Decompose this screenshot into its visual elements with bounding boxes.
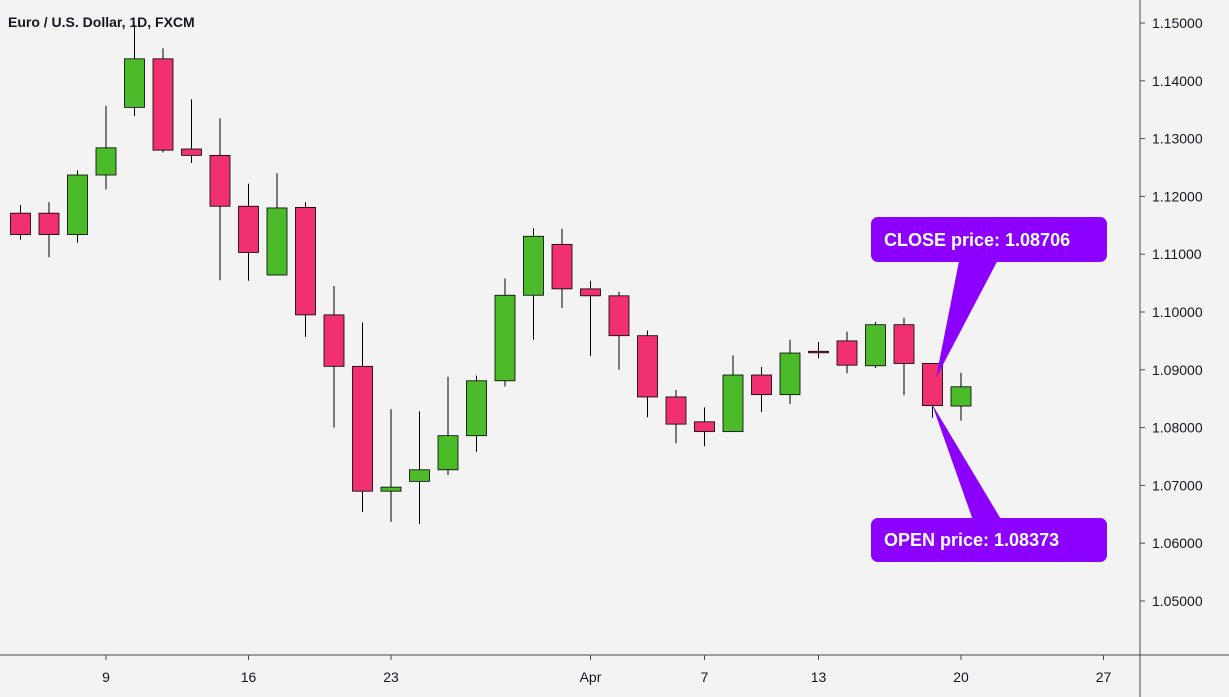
y-tick-label: 1.06000 [1152,535,1203,551]
candle [893,317,915,396]
candle [380,409,402,522]
x-tick-label: 13 [811,669,827,685]
candle-body [637,335,658,398]
candle [694,407,715,447]
open-callout-pointer [932,404,1005,526]
candle [466,375,487,452]
y-tick-label: 1.12000 [1152,188,1203,204]
candle [437,376,459,475]
candle-body [295,206,316,316]
candle-body [893,324,915,364]
candle-body [238,205,259,253]
candle-body [694,421,715,433]
candle [295,202,316,337]
candle [209,118,231,281]
x-tick-label: 20 [953,669,969,685]
candle-body [95,147,117,176]
candles-layer [10,24,972,525]
x-tick-label: Apr [580,669,602,685]
candle-body [865,324,886,367]
chart-title: Euro / U.S. Dollar, 1D, FXCM [8,14,195,30]
candle-body [779,352,801,396]
candle [836,331,858,374]
time-axis[interactable]: 9 16 23 Apr 7 13 20 27 [102,655,1111,685]
candle-body [437,435,459,471]
y-tick-label: 1.08000 [1152,420,1203,436]
candle [181,99,202,163]
candle [808,342,829,359]
candle-body [808,350,829,354]
y-tick-label: 1.09000 [1152,362,1203,378]
x-tick-label: 23 [383,669,399,685]
candle-body [323,314,345,367]
candle [580,280,601,356]
candle [637,330,658,418]
close-price-callout: CLOSE price: 1.08706 [871,217,1107,378]
candle-body [209,154,231,207]
price-axis[interactable]: 1.15000 1.14000 1.13000 1.12000 1.11000 1.100… [1140,15,1203,609]
y-tick-label: 1.05000 [1152,593,1203,609]
open-callout-label: OPEN price: 1.08373 [884,530,1059,550]
x-tick-label: 7 [701,669,709,685]
candle [10,205,31,240]
candle-body [580,288,601,297]
candle [124,24,145,117]
candle-body [551,243,573,290]
candle-body [67,174,88,235]
x-tick-label: 16 [241,669,257,685]
close-callout-box [871,217,1107,262]
candle [323,285,345,428]
candle-body [722,374,744,433]
open-callout-box [871,518,1107,562]
candle-body [10,212,31,235]
candle [779,339,801,404]
candle-body [665,396,687,425]
x-tick-label: 27 [1096,669,1112,685]
candle-body [266,207,288,276]
candle-body [38,212,60,235]
candle [494,278,516,387]
candle-body [352,365,373,492]
candle-body [124,58,145,108]
candle [238,183,259,281]
candle [950,372,972,421]
candle [551,228,573,308]
close-callout-label: CLOSE price: 1.08706 [884,230,1070,250]
candle [152,48,174,153]
candle [722,355,744,433]
candle-body [950,386,972,407]
candle-body [836,340,858,366]
close-callout-pointer [936,256,1000,378]
candle-body [380,486,402,492]
y-tick-label: 1.11000 [1152,246,1202,262]
candle-body [523,235,544,296]
candle [523,228,544,340]
candle [67,170,88,243]
candle [266,173,288,276]
y-tick-label: 1.14000 [1152,73,1203,89]
candle [608,291,630,370]
candle-body [152,58,174,151]
candle-body [751,374,772,396]
y-tick-label: 1.15000 [1152,15,1203,31]
candle [352,322,373,512]
y-tick-label: 1.13000 [1152,131,1203,147]
candle [409,411,430,525]
candle-body [181,148,202,156]
candle-body [494,294,516,382]
candle [865,321,886,369]
candle-body [466,380,487,437]
candle-body [608,295,630,337]
candle [38,202,60,258]
candle [751,366,772,412]
candle [95,105,117,190]
candle-body [409,469,430,482]
x-tick-label: 9 [102,669,110,685]
y-tick-label: 1.07000 [1152,477,1203,493]
y-tick-label: 1.10000 [1152,304,1203,320]
candle [665,390,687,444]
open-price-callout: OPEN price: 1.08373 [871,404,1107,562]
